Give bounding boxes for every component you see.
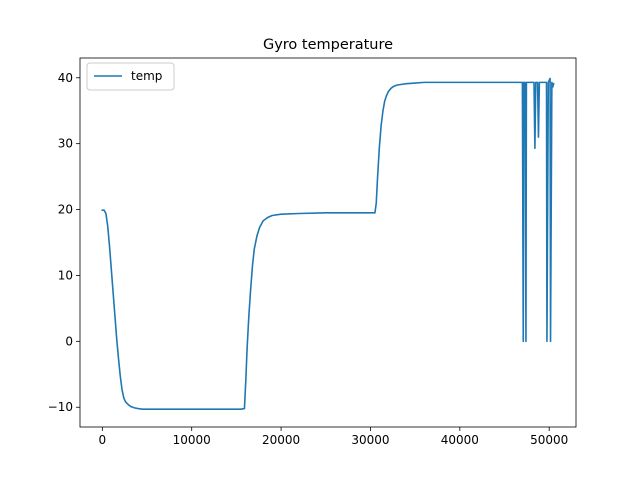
y-tick-label: 0 (65, 334, 73, 348)
legend-box (86, 62, 175, 91)
legend: temp (86, 62, 175, 91)
legend-label-temp: temp (131, 69, 162, 83)
axes: 0 10000 20000 30000 40000 50000 −10 0 10 20 30 40 (48, 57, 577, 447)
x-tick-label: 10000 (173, 433, 211, 447)
axes-frame (79, 57, 577, 428)
x-tick-label: 20000 (262, 433, 300, 447)
x-tick-label: 0 (99, 433, 107, 447)
plot-area (101, 77, 555, 411)
x-tick-label: 40000 (441, 433, 479, 447)
y-tick-label: −10 (48, 400, 73, 414)
x-tick-label: 50000 (530, 433, 568, 447)
y-tick-label: 40 (58, 71, 73, 85)
series-line-temp (101, 77, 555, 411)
y-tick-label: 20 (58, 203, 73, 217)
x-tick-label: 30000 (351, 433, 389, 447)
y-tick-label: 30 (58, 137, 73, 151)
y-tick-label: 10 (58, 268, 73, 282)
chart-title: Gyro temperature (263, 37, 393, 53)
